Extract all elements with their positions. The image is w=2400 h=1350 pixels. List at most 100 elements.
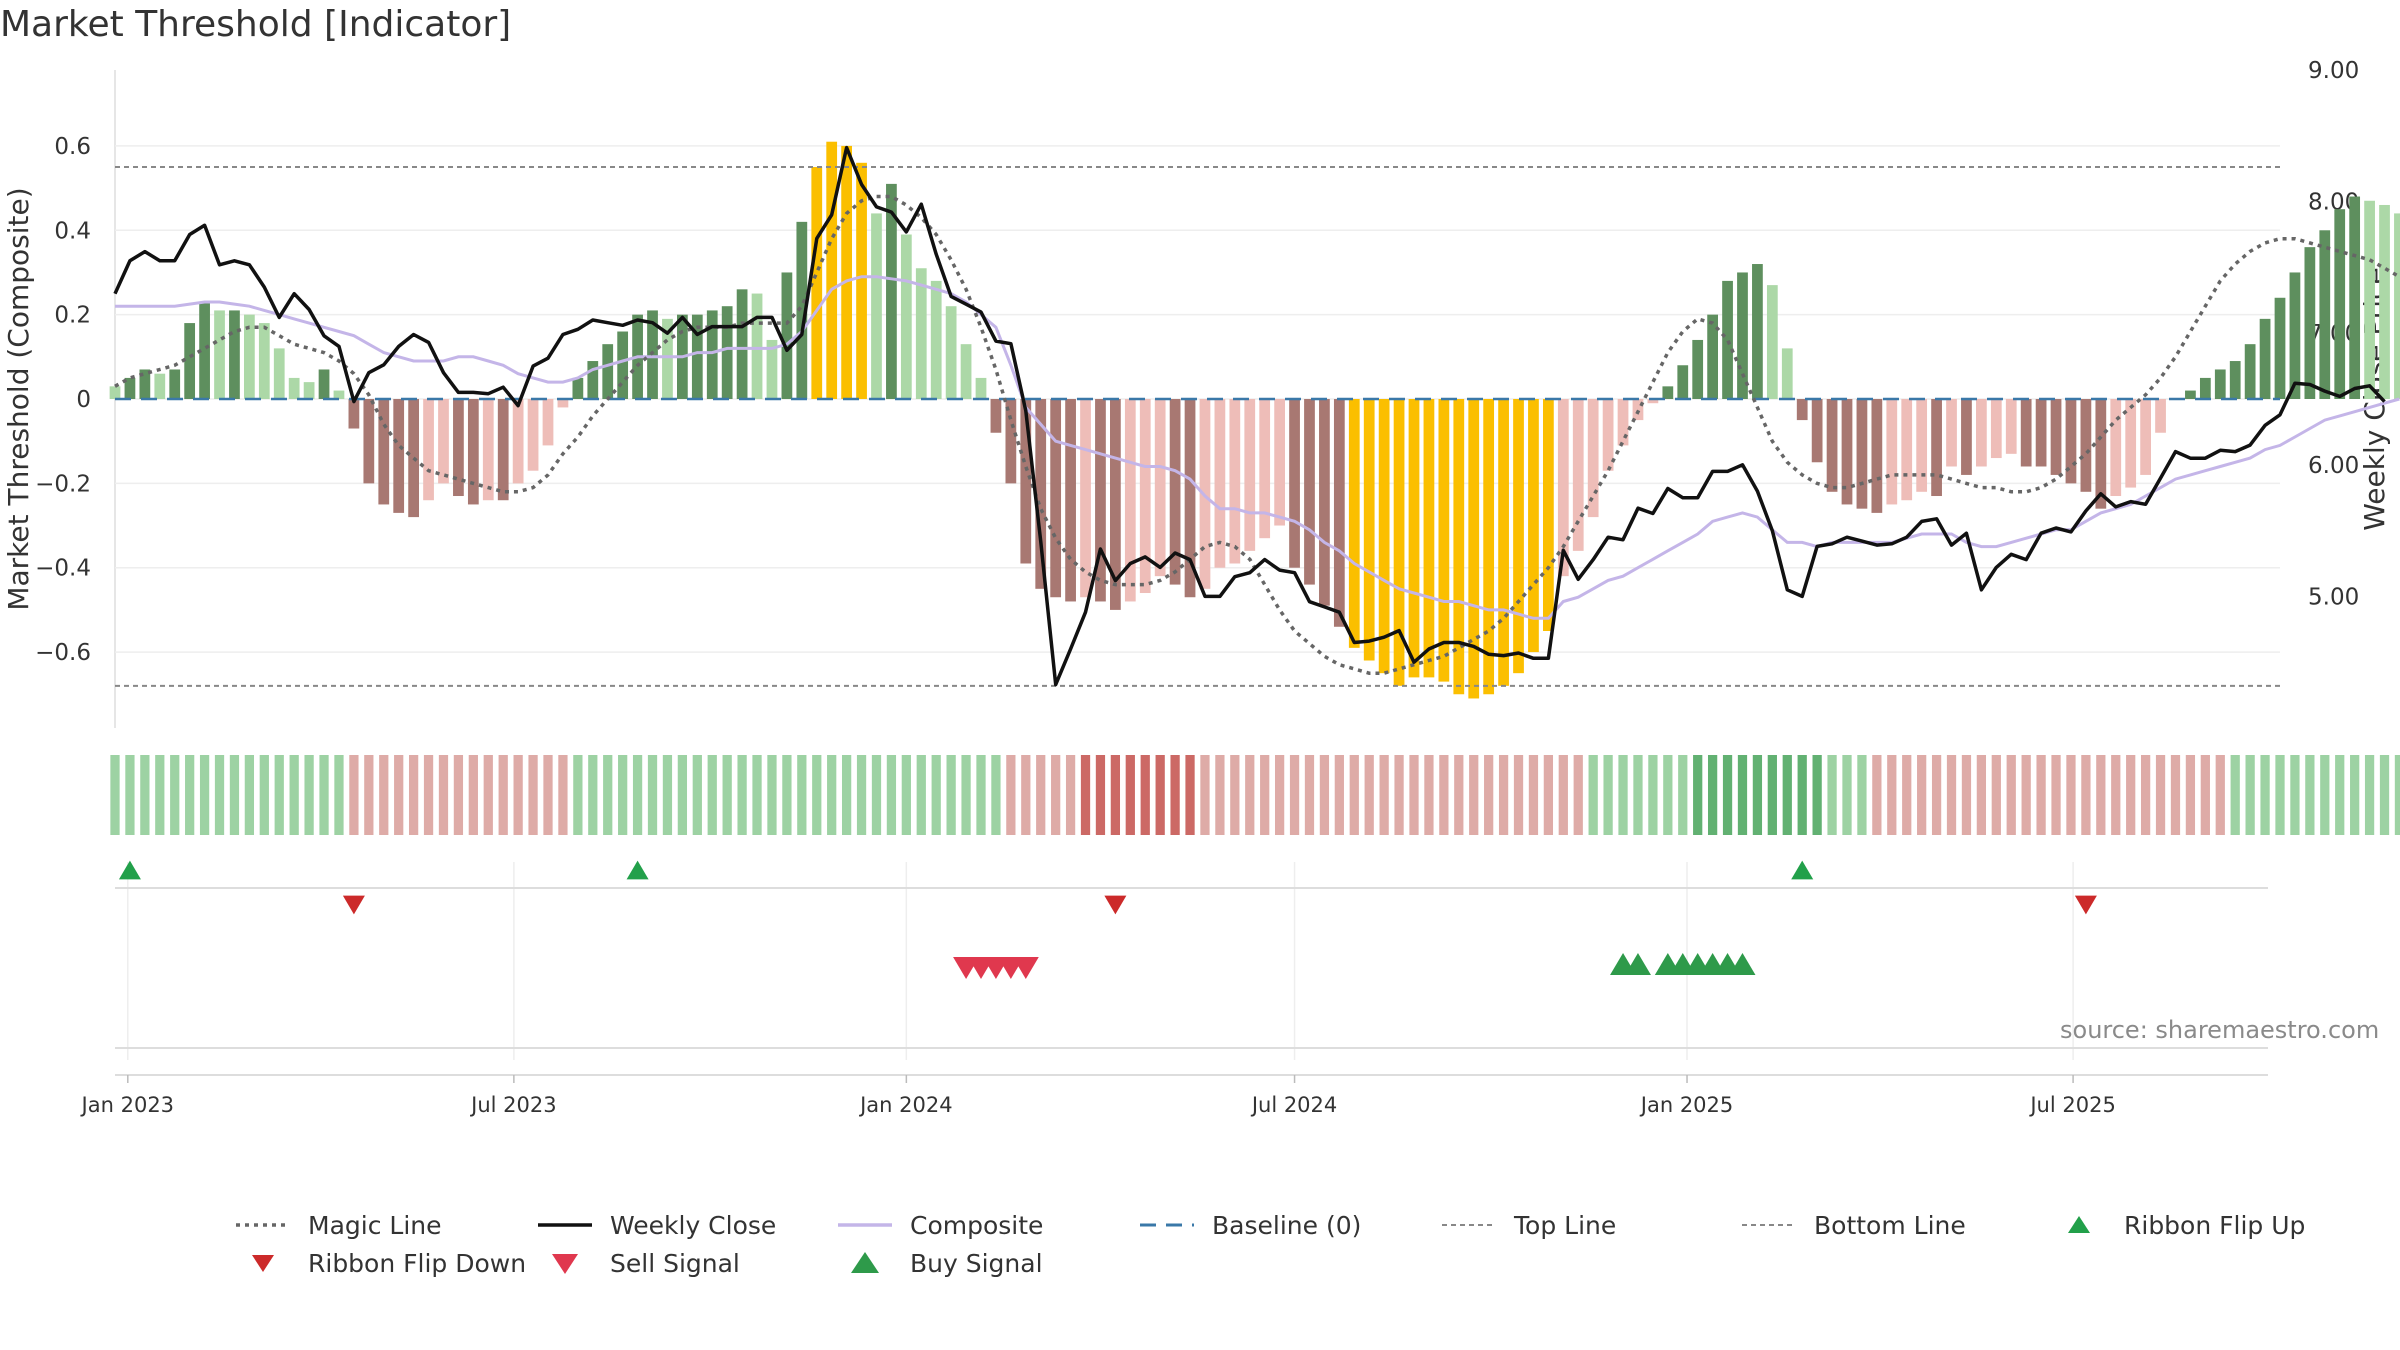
composite-bar — [109, 386, 121, 399]
ribbon-cell — [2155, 755, 2166, 835]
ribbon-cell — [1543, 755, 1554, 835]
ribbon-cell — [289, 755, 299, 835]
ribbon-cell — [1469, 755, 1479, 835]
ribbon-cell — [916, 755, 926, 835]
composite-bar — [1692, 339, 1704, 399]
composite-bar — [1916, 399, 1928, 492]
composite-bar — [1543, 399, 1554, 631]
ribbon-cell — [1260, 755, 1270, 835]
ribbon-cell — [1334, 755, 1344, 835]
ribbon-cell — [1722, 755, 1733, 835]
ribbon-cell — [1185, 755, 1195, 835]
ribbon-cell — [1424, 755, 1434, 835]
composite-bar — [706, 310, 718, 399]
ribbon-cell — [1902, 755, 1912, 835]
y-tick-label-left: 0.4 — [54, 218, 91, 244]
ribbon-cell — [1648, 755, 1658, 835]
composite-bar — [1647, 399, 1659, 404]
ribbon-cell — [1618, 755, 1628, 835]
composite-bar — [169, 369, 181, 399]
composite-bar — [1976, 399, 1987, 467]
ribbon-cell — [886, 755, 897, 835]
composite-bar — [1572, 399, 1584, 551]
ribbon-flip-down-marker — [1104, 895, 1127, 915]
ribbon-cell — [2350, 755, 2360, 835]
ribbon-cell — [1961, 755, 1972, 835]
ribbon-cell — [1379, 755, 1389, 835]
composite-bar — [721, 306, 733, 399]
ribbon-cell — [1558, 755, 1568, 835]
ribbon-cell — [1528, 755, 1539, 835]
composite-bar — [602, 344, 614, 399]
composite-bar — [1931, 399, 1942, 497]
composite-bar — [2334, 209, 2346, 399]
composite-bar — [1110, 399, 1121, 610]
legend-swatch — [2068, 1216, 2090, 1233]
ribbon-cell — [364, 755, 374, 835]
ribbon-cell — [1991, 755, 2001, 835]
ribbon-cell — [647, 755, 658, 835]
composite-bar — [781, 272, 793, 399]
ribbon-cell — [304, 755, 314, 835]
composite-bar — [1408, 399, 1420, 678]
ribbon-cell — [662, 755, 673, 835]
composite-bar — [2125, 399, 2137, 488]
legend-label: Top Line — [1513, 1211, 1616, 1240]
composite-bar — [1587, 399, 1599, 518]
composite-bar — [2095, 399, 2107, 509]
composite-bar — [1990, 399, 2002, 459]
ribbon-cell — [2126, 755, 2136, 835]
composite-bar — [960, 344, 972, 399]
composite-bar — [811, 167, 823, 399]
legend-label: Composite — [910, 1211, 1043, 1240]
composite-bar — [1020, 399, 1032, 564]
legend-label: Baseline (0) — [1212, 1211, 1361, 1240]
ribbon-cell — [408, 755, 419, 835]
composite-bar — [1229, 399, 1241, 564]
ribbon-cell — [946, 755, 956, 835]
ribbon-cell — [1110, 755, 1121, 835]
ribbon-flip-up-marker — [626, 860, 649, 880]
composite-bar — [258, 323, 270, 399]
legend-label: Ribbon Flip Down — [308, 1249, 526, 1278]
ribbon-cell — [2200, 755, 2210, 835]
composite-bar — [1363, 399, 1375, 661]
composite-bar — [1722, 280, 1733, 399]
composite-bar — [1005, 399, 1017, 484]
ribbon-cell — [782, 755, 792, 835]
composite-bar — [900, 234, 912, 399]
ribbon-cell — [1812, 755, 1822, 835]
ribbon-cell — [453, 755, 464, 835]
composite-bar — [2274, 297, 2286, 399]
ribbon-cell — [1603, 755, 1613, 835]
composite-bar — [1214, 399, 1226, 568]
ribbon-cell — [274, 755, 284, 835]
ribbon-cell — [2290, 755, 2300, 835]
ribbon-cell — [483, 755, 493, 835]
composite-bar — [378, 399, 390, 505]
ribbon-cell — [2215, 755, 2225, 835]
composite-bar — [1498, 399, 1509, 686]
composite-bar — [1617, 399, 1629, 446]
composite-bar — [617, 331, 629, 399]
composite-bar — [572, 377, 584, 399]
composite-bar — [975, 377, 987, 399]
composite-bar — [2050, 399, 2062, 475]
composite-bar — [1259, 399, 1271, 539]
composite-bar — [2259, 318, 2271, 399]
composite-bar — [229, 310, 240, 399]
ribbon-cell — [1842, 755, 1852, 835]
composite-bar — [497, 399, 509, 501]
composite-bar — [1095, 399, 1106, 602]
x-tick-label: Jul 2023 — [469, 1093, 556, 1117]
composite-bar — [1528, 399, 1539, 653]
ribbon-cell — [1633, 755, 1643, 835]
composite-line — [115, 275, 2400, 620]
ribbon-cell — [1319, 755, 1330, 835]
composite-bar — [1050, 399, 1062, 598]
legend-item-bottom: Bottom Line — [1742, 1211, 1966, 1240]
ribbon-flip-down-marker — [342, 895, 365, 915]
ribbon-cell — [543, 755, 553, 835]
composite-bar — [1766, 285, 1778, 399]
